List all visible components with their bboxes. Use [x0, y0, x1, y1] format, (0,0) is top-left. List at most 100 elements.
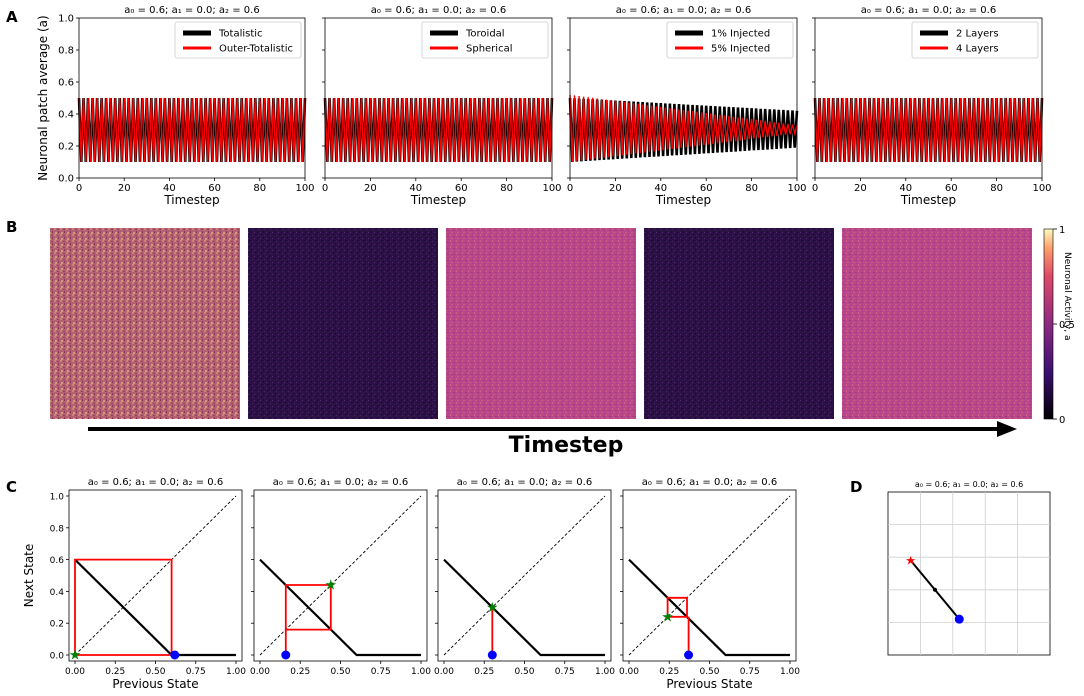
- series-line-2: [78, 97, 306, 163]
- x-tick-label: 0.50: [514, 667, 534, 677]
- identity-line: [628, 495, 791, 656]
- x-tick-label: 0.25: [105, 667, 125, 677]
- x-tick-label: 100: [787, 183, 806, 194]
- x-tick-label: 0.75: [186, 667, 206, 677]
- x-tick-label: 60: [700, 183, 713, 194]
- chart-title: a₀ = 0.6; a₁ = 0.0; a₂ = 0.6: [371, 5, 506, 16]
- y-tick-label: 0.8: [50, 524, 65, 534]
- x-tick-label: 80: [500, 183, 513, 194]
- plot-frame: [814, 17, 1043, 179]
- x-tick-label: 20: [609, 183, 622, 194]
- x-tick-label: 20: [854, 183, 867, 194]
- colorbar-tick-0: 0: [1059, 415, 1065, 426]
- x-tick-label: 0.00: [65, 667, 85, 677]
- chart-c4: a₀ = 0.6; a₁ = 0.0; a₂ = 0.6 ★ 0.00 0.25 0.5…: [619, 477, 800, 691]
- plot-frame: [887, 491, 1051, 656]
- x-tick-label: 0: [322, 183, 328, 194]
- y-tick-label: 0.8: [58, 46, 74, 57]
- chart-a2: a₀ = 0.6; a₁ = 0.0; a₂ = 0.6 0 20 40 60 80 100…: [322, 5, 562, 207]
- y-tick-label: 0.4: [58, 110, 74, 121]
- x-tick-label: 40: [163, 183, 176, 194]
- heatmap-2: [248, 228, 438, 419]
- chart-title: a₀ = 0.6; a₁ = 0.0; a₂ = 0.6: [861, 5, 996, 16]
- legend-label: 5% Injected: [711, 44, 770, 55]
- colorbar-tick-05: 0.5: [1059, 320, 1075, 331]
- x-tick-label: 0.00: [250, 667, 270, 677]
- panel-letter-b: B: [6, 218, 17, 236]
- plot-frame: [68, 489, 243, 662]
- end-point-star: ★: [905, 553, 916, 567]
- x-tick-label: 100: [1032, 183, 1051, 194]
- legend-label: 1% Injected: [711, 29, 770, 40]
- panel-letter-d: D: [850, 478, 862, 496]
- x-tick-label: 100: [295, 183, 314, 194]
- x-tick-label: 0.25: [290, 667, 310, 677]
- map-curve: [628, 558, 790, 657]
- y-tick-label: 0.4: [50, 588, 65, 598]
- identity-line: [443, 495, 606, 656]
- y-axis-label: Next State: [22, 544, 36, 608]
- identity-line: [74, 495, 237, 656]
- timestep-arrowhead: [997, 421, 1017, 437]
- x-tick-label: 0.75: [740, 667, 760, 677]
- plot-frame: [569, 17, 798, 179]
- y-tick-label: 0.2: [50, 620, 64, 630]
- legend-label: Spherical: [466, 44, 512, 55]
- heatmap-5: [842, 228, 1032, 419]
- end-point-star: ★: [486, 600, 499, 616]
- x-tick-label: 0: [76, 183, 82, 194]
- x-tick-label: 40: [899, 183, 912, 194]
- x-tick-label: 1.00: [226, 667, 246, 677]
- end-point-star: ★: [69, 648, 82, 664]
- plot-frame: [437, 489, 612, 662]
- legend-label: 4 Layers: [956, 44, 999, 55]
- x-axis-label: Previous State: [666, 677, 752, 691]
- chart-a1: a₀ = 0.6; a₁ = 0.0; a₂ = 0.6 0 20 40 60 80 100…: [36, 5, 315, 207]
- x-tick-label: 0: [567, 183, 573, 194]
- x-tick-label: 0.00: [434, 667, 454, 677]
- plot-frame: [78, 17, 306, 179]
- y-tick-label: 0.6: [58, 78, 74, 89]
- x-tick-label: 40: [654, 183, 667, 194]
- cobweb-path: [74, 558, 173, 656]
- colorbar-label: Neuronal Activity, a: [1062, 252, 1072, 340]
- y-tick-label: 0.2: [58, 142, 74, 153]
- chart-title: a₀ = 0.6; a₁ = 0.0; a₂ = 0.6: [616, 5, 751, 16]
- chart-c2: a₀ = 0.6; a₁ = 0.0; a₂ = 0.6 ★ 0.00 0.25 0.5…: [250, 477, 431, 677]
- y-tick-label: 1.0: [58, 14, 74, 25]
- colorbar: [1043, 228, 1054, 420]
- chart-title: a₀ = 0.6; a₁ = 0.0; a₂ = 0.6: [273, 477, 408, 488]
- x-tick-label: 0.50: [145, 667, 165, 677]
- x-tick-label: 0.00: [619, 667, 639, 677]
- start-point: [684, 650, 694, 660]
- panel-letter-a: A: [6, 8, 18, 26]
- heatmap-3: [446, 228, 636, 419]
- x-tick-label: 80: [253, 183, 266, 194]
- chart-d: a₀ = 0.6; a₁ = 0.0; a₂ = 0.6 ★: [887, 480, 1051, 656]
- x-tick-label: 80: [990, 183, 1003, 194]
- plot-frame: [253, 489, 428, 662]
- x-axis-label: Timestep: [410, 193, 466, 207]
- colorbar-tick-1: 1: [1059, 225, 1065, 236]
- x-tick-label: 0.75: [371, 667, 391, 677]
- chart-title: a₀ = 0.6; a₁ = 0.0; a₂ = 0.6: [124, 5, 259, 16]
- chart-title: a₀ = 0.6; a₁ = 0.0; a₂ = 0.6: [88, 477, 223, 488]
- x-axis-label: Previous State: [112, 677, 198, 691]
- y-axis-label: Neuronal patch average (a): [36, 15, 50, 180]
- chart-title: a₀ = 0.6; a₁ = 0.0; a₂ = 0.6: [915, 480, 1023, 489]
- legend-label: Toroidal: [465, 29, 505, 40]
- series-line-2: [569, 94, 798, 162]
- start-point: [281, 650, 291, 660]
- x-tick-label: 100: [542, 183, 561, 194]
- x-tick-label: 20: [364, 183, 377, 194]
- series-line-2: [814, 97, 1043, 163]
- x-tick-label: 0.25: [659, 667, 679, 677]
- chart-c1: a₀ = 0.6; a₁ = 0.0; a₂ = 0.6 ★ 0.00 0.25 0.5…: [22, 477, 246, 691]
- start-point: [954, 614, 964, 624]
- chart-title: a₀ = 0.6; a₁ = 0.0; a₂ = 0.6: [457, 477, 592, 488]
- x-tick-label: 60: [455, 183, 468, 194]
- series-line-2: [324, 97, 553, 163]
- end-point-star: ★: [325, 578, 338, 594]
- cobweb-path: [284, 584, 332, 631]
- timestep-arrow-label: Timestep: [509, 433, 624, 458]
